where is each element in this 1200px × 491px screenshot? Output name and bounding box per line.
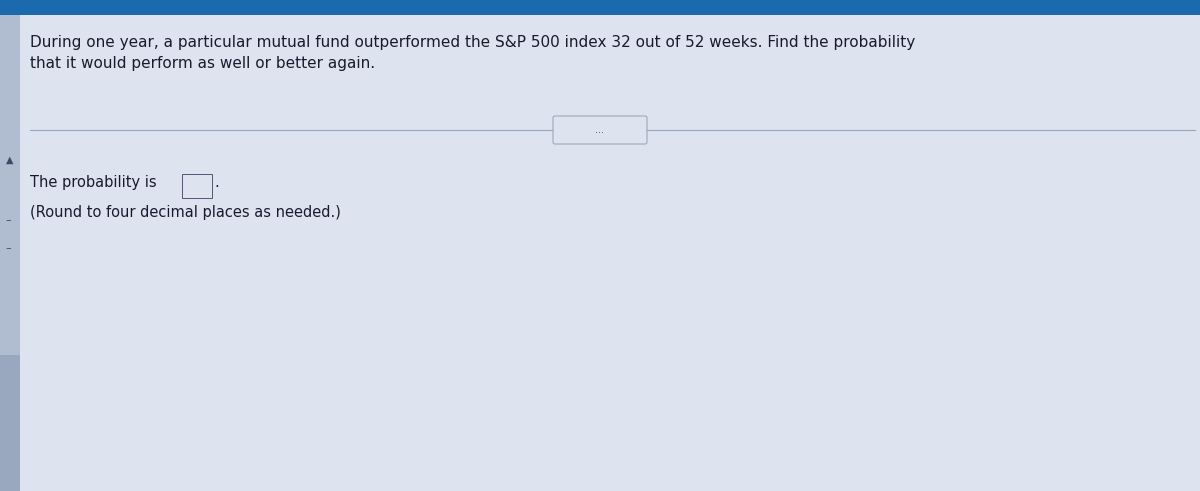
Text: During one year, a particular mutual fund outperformed the S&P 500 index 32 out : During one year, a particular mutual fun…: [30, 35, 916, 71]
Text: ▲: ▲: [6, 155, 13, 165]
FancyBboxPatch shape: [182, 174, 212, 198]
Text: –: –: [5, 215, 11, 225]
Text: (Round to four decimal places as needed.): (Round to four decimal places as needed.…: [30, 205, 341, 220]
Bar: [0, 0, 1200, 15]
Bar: [0, 355, 20, 491]
Bar: [0, 15, 20, 355]
Text: .: .: [214, 175, 218, 190]
FancyBboxPatch shape: [553, 116, 647, 144]
Text: ...: ...: [595, 125, 605, 135]
Text: The probability is: The probability is: [30, 175, 157, 190]
Text: –: –: [5, 243, 11, 253]
